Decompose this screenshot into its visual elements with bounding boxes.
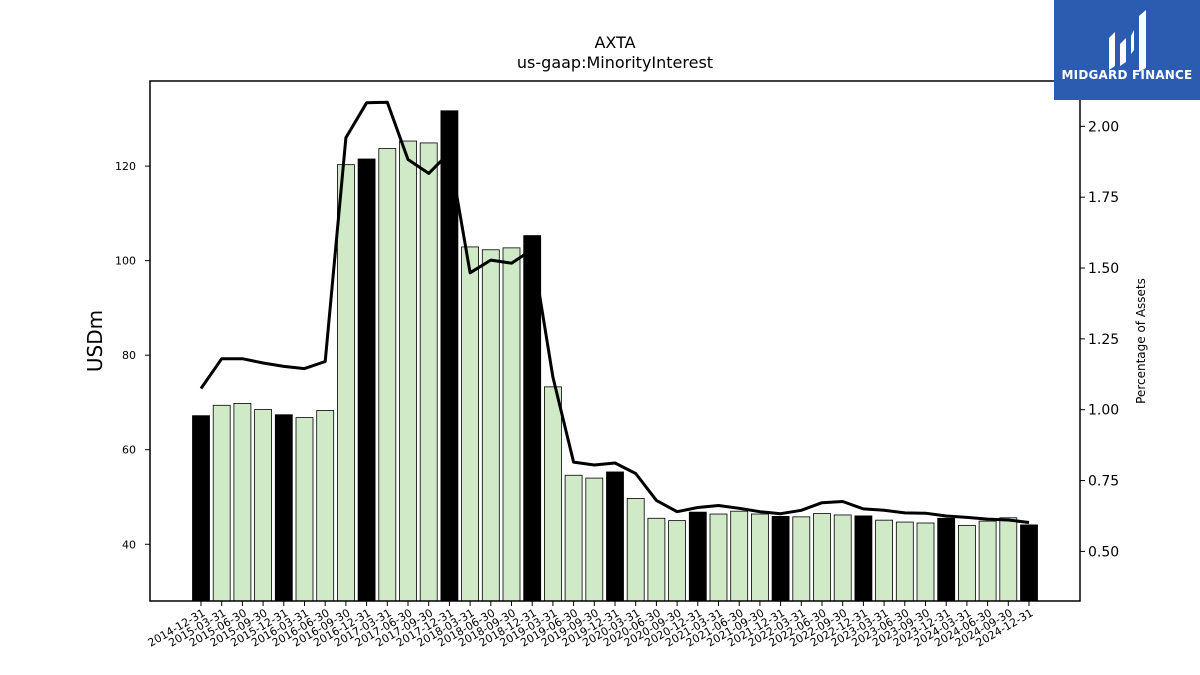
- bar-2015-12-31: [274, 414, 293, 602]
- bar-2019-12-31: [606, 471, 624, 602]
- bar-2020-06-30: [647, 517, 666, 602]
- bar-2020-12-31: [688, 511, 707, 602]
- y-axis-label: USDm: [83, 310, 107, 372]
- y-tick-label: 120: [115, 160, 136, 173]
- logo-text: MIDGARD FINANCE: [1061, 68, 1193, 82]
- bar-2020-03-31: [626, 498, 645, 602]
- bar-2014-12-31: [192, 415, 210, 602]
- y2-tick-label: 2.00: [1088, 119, 1119, 135]
- logo-mark-icon: [1109, 10, 1146, 72]
- bar-2024-12-31: [1020, 524, 1038, 602]
- bar-2023-12-31: [937, 517, 956, 602]
- bar-2021-03-31: [709, 513, 728, 602]
- bar-2022-06-30: [813, 513, 831, 602]
- bar-2018-03-31: [461, 246, 480, 602]
- chart-title: AXTA: [594, 33, 635, 52]
- bar-2016-06-30: [316, 410, 335, 602]
- bar-2024-09-30: [999, 517, 1018, 602]
- bar-2015-06-30: [233, 402, 252, 602]
- bar-2017-09-30: [419, 142, 438, 602]
- bar-2019-09-30: [585, 477, 604, 602]
- bars-group: [192, 110, 1038, 602]
- bar-2017-03-31: [378, 148, 397, 602]
- brand-logo: MIDGARD FINANCE: [1054, 0, 1200, 100]
- y2-tick-label: 1.50: [1088, 261, 1119, 277]
- y2-tick-label: 0.50: [1088, 544, 1119, 560]
- bar-2019-03-31: [544, 386, 562, 602]
- y-tick-label: 100: [115, 255, 136, 268]
- bar-2022-09-30: [833, 514, 852, 602]
- percentage-line: [199, 100, 1030, 524]
- bar-2016-12-31: [357, 158, 376, 602]
- y2-tick-label: 1.00: [1088, 403, 1119, 419]
- y-axis-right: 0.50 0.75 1.00 1.25 1.50 1.75 2.00: [1080, 119, 1119, 560]
- bar-2021-09-30: [751, 513, 769, 602]
- y-tick-label: 80: [122, 349, 136, 362]
- y2-axis-label: Percentage of Assets: [1134, 278, 1148, 404]
- bar-2015-09-30: [254, 409, 273, 602]
- line-group: [199, 100, 1030, 524]
- bar-2018-09-30: [502, 247, 521, 602]
- bar-2017-06-30: [399, 140, 417, 602]
- bar-2020-09-30: [668, 520, 686, 602]
- bar-2024-03-31: [958, 524, 976, 602]
- bar-2022-12-31: [854, 515, 873, 602]
- chart-subtitle: us-gaap:MinorityInterest: [517, 53, 713, 72]
- y2-tick-label: 1.75: [1088, 190, 1119, 206]
- y-tick-label: 60: [122, 444, 136, 457]
- bar-2015-03-31: [212, 404, 231, 602]
- y2-tick-label: 1.25: [1088, 332, 1119, 348]
- bar-2016-09-30: [336, 164, 355, 602]
- bar-2023-06-30: [895, 521, 914, 602]
- bar-2023-09-30: [916, 522, 935, 602]
- bar-2016-03-31: [295, 417, 314, 602]
- y2-tick-label: 0.75: [1088, 474, 1119, 490]
- bar-2024-06-30: [978, 520, 997, 602]
- bar-2018-06-30: [481, 249, 500, 602]
- y-axis-left: 40 60 80 100 120: [115, 160, 150, 551]
- bar-2021-12-31: [771, 515, 790, 602]
- y-tick-label: 40: [122, 538, 136, 551]
- bar-2019-06-30: [564, 474, 583, 602]
- bar-2021-06-30: [730, 510, 749, 602]
- x-axis: 2014-12-312015-03-312015-06-302015-09-30…: [146, 601, 1036, 650]
- bar-2023-03-31: [875, 519, 893, 602]
- bar-2022-03-31: [792, 516, 811, 602]
